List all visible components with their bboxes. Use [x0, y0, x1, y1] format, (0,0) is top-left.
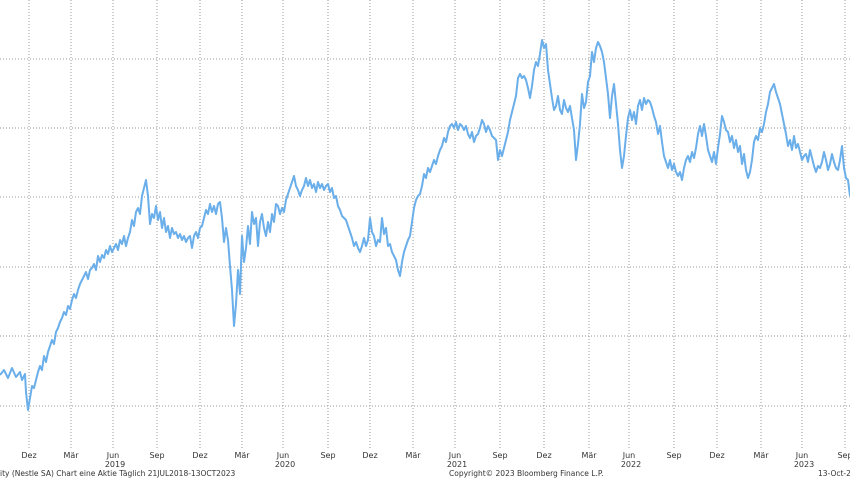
x-tick-label: Sep [837, 451, 850, 460]
x-tick-label: Dez [536, 451, 552, 460]
x-tick-label: Dez [709, 451, 725, 460]
year-label: 2020 [274, 460, 296, 469]
x-tick-label: Dez [192, 451, 208, 460]
x-tick-label: Dez [21, 451, 37, 460]
x-tick-label: Sep [666, 451, 682, 460]
x-tick-label: Mär [63, 451, 79, 460]
year-label: 2022 [620, 460, 642, 469]
year-label: 2019 [104, 460, 126, 469]
x-tick-label: Sep [492, 451, 508, 460]
x-tick-label: Mär [753, 451, 769, 460]
x-tick-label: Jun [106, 451, 120, 460]
x-tick-label: Dez [362, 451, 378, 460]
x-tick-label: Mär [581, 451, 597, 460]
x-tick-label: Jun [276, 451, 290, 460]
footer-copyright: Copyright© 2023 Bloomberg Finance L.P. [449, 469, 604, 478]
x-tick-label: Sep [149, 451, 165, 460]
x-tick-label: Mär [234, 451, 250, 460]
footer-date: 13-Oct-20 [818, 469, 850, 478]
x-tick-label: Jun [795, 451, 809, 460]
vertical-gridlines [28, 0, 846, 450]
x-tick-label: Jun [622, 451, 636, 460]
x-tick-label: Jun [448, 451, 462, 460]
footer-chart-description: ity (Nestle SA) Chart eine Aktie Täglich… [0, 469, 236, 478]
x-tick-label: Sep [320, 451, 336, 460]
year-label: 2021 [446, 460, 468, 469]
year-label: 2023 [793, 460, 815, 469]
price-series-line [0, 39, 850, 411]
horizontal-gridlines [0, 58, 850, 407]
x-tick-label: Mär [405, 451, 421, 460]
